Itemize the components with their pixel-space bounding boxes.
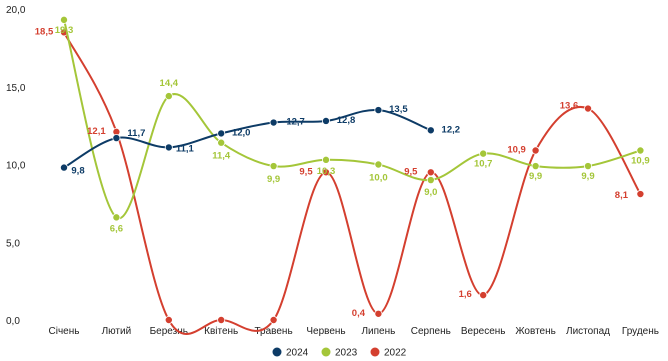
y-tick-label: 20,0 xyxy=(6,5,26,16)
point-2023 xyxy=(374,160,383,169)
data-label-2024: 12,0 xyxy=(232,127,251,138)
x-tick-label: Листопад xyxy=(566,326,610,337)
point-2024 xyxy=(374,106,383,115)
data-label-2024: 13,5 xyxy=(389,104,408,115)
data-label-2024: 12,7 xyxy=(286,117,305,128)
x-tick-label: Травень xyxy=(255,326,293,337)
point-2023 xyxy=(426,176,435,185)
point-2023 xyxy=(164,92,173,101)
data-label-2022: 18,5 xyxy=(35,26,54,37)
data-label-2023: 9,9 xyxy=(581,171,594,182)
legend-label-2023: 2023 xyxy=(335,348,358,359)
data-label-2023: 19,3 xyxy=(55,25,74,36)
x-tick-label: Квітень xyxy=(204,326,238,337)
point-2022 xyxy=(426,168,435,177)
data-label-2023: 9,0 xyxy=(424,187,437,198)
data-label-2024: 9,8 xyxy=(71,166,84,177)
data-label-2023: 11,4 xyxy=(212,151,231,162)
point-2024 xyxy=(164,143,173,152)
series-line-2024 xyxy=(63,109,432,169)
legend-label-2024: 2024 xyxy=(286,348,309,359)
point-2024 xyxy=(217,129,226,138)
y-tick-label: 10,0 xyxy=(6,161,26,172)
data-label-2022: 13,6 xyxy=(560,101,579,112)
data-label-2022: 10,9 xyxy=(507,145,526,156)
y-tick-label: 5,0 xyxy=(6,238,20,249)
data-label-2024: 12,8 xyxy=(337,115,356,126)
data-label-2023: 9,9 xyxy=(267,174,280,185)
data-label-2022: 9,5 xyxy=(404,166,418,177)
point-2022 xyxy=(584,104,593,113)
legend-label-2022: 2022 xyxy=(384,348,407,359)
y-axis: 0,0 5,0 10,0 15,0 20,0 xyxy=(6,5,26,327)
x-tick-label: Серпень xyxy=(411,326,451,337)
x-tick-label: Січень xyxy=(49,326,80,337)
data-label-2024: 11,7 xyxy=(127,128,145,139)
data-label-2023: 10,3 xyxy=(317,166,336,177)
point-2024 xyxy=(112,134,121,143)
point-2023 xyxy=(269,162,278,171)
point-2024 xyxy=(269,118,278,127)
point-2024 xyxy=(60,163,69,172)
data-label-2022: 8,1 xyxy=(615,190,629,201)
data-label-2023: 10,0 xyxy=(369,173,388,184)
point-2022 xyxy=(217,315,226,324)
y-tick-label: 15,0 xyxy=(6,83,26,94)
x-tick-label: Вересень xyxy=(461,326,506,337)
point-2022 xyxy=(374,309,383,318)
legend-marker-2024 xyxy=(272,347,282,357)
point-2022 xyxy=(479,291,488,300)
data-label-2022: 0,4 xyxy=(352,308,366,319)
point-2023 xyxy=(531,162,540,171)
series-layer xyxy=(60,15,645,335)
series-line-2022 xyxy=(63,31,642,335)
x-axis: Січень Лютий Березнь Квітень Травень Червень Л… xyxy=(49,326,659,337)
point-2022 xyxy=(636,190,645,199)
legend: 2024 2023 2022 xyxy=(272,347,407,359)
data-label-2024: 12,2 xyxy=(442,124,461,135)
x-tick-label: Березнь xyxy=(150,326,188,337)
point-2024 xyxy=(426,126,435,135)
x-tick-label: Жовтень xyxy=(515,326,556,337)
data-label-2023: 6,6 xyxy=(110,223,123,234)
data-label-2022: 9,5 xyxy=(299,166,313,177)
data-label-2023: 10,7 xyxy=(474,159,493,170)
data-label-2024: 11,1 xyxy=(176,143,195,154)
data-label-2023: 14,4 xyxy=(160,78,179,89)
point-2022 xyxy=(531,146,540,155)
y-tick-label: 0,0 xyxy=(6,316,20,327)
data-label-2022: 12,1 xyxy=(87,126,106,137)
point-2023 xyxy=(636,146,645,155)
point-2024 xyxy=(321,116,330,125)
x-tick-label: Червень xyxy=(306,326,345,337)
x-tick-label: Лютий xyxy=(102,326,132,337)
point-2023 xyxy=(217,138,226,147)
point-2023 xyxy=(321,155,330,164)
point-2023 xyxy=(584,162,593,171)
point-2023 xyxy=(479,149,488,158)
x-tick-label: Липень xyxy=(361,326,395,337)
point-2022 xyxy=(269,315,278,324)
legend-marker-2023 xyxy=(321,347,331,357)
point-2022 xyxy=(321,168,330,177)
point-2023 xyxy=(60,15,69,24)
data-labels-layer: 18,5 12,1 9,5 0,4 9,5 1,6 10,9 13,6 8,1 19,3 6,6 14… xyxy=(35,25,650,319)
point-2023 xyxy=(112,213,121,222)
legend-marker-2022 xyxy=(370,347,380,357)
point-2022 xyxy=(164,315,173,324)
data-label-2023: 9,9 xyxy=(529,171,542,182)
data-label-2023: 10,9 xyxy=(631,156,650,167)
x-tick-label: Грудень xyxy=(622,326,659,337)
data-label-2022: 1,6 xyxy=(459,289,472,300)
